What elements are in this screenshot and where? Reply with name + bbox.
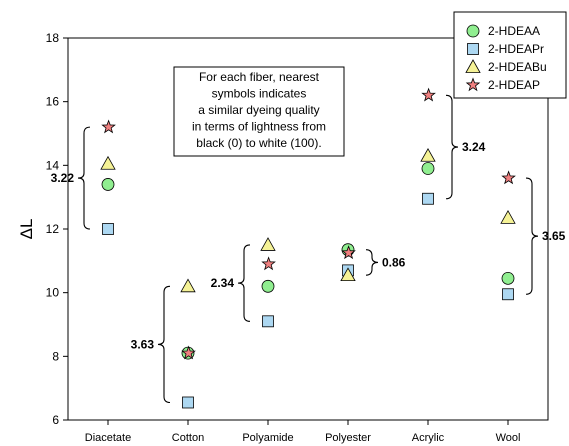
y-tick-label: 6 [52, 413, 59, 427]
data-point-circle [101, 178, 115, 191]
range-label: 3.63 [131, 337, 155, 351]
annotation-line: black (0) to white (100). [196, 136, 321, 150]
annotation-frame [173, 66, 345, 157]
data-point-star [501, 170, 516, 185]
y-tick-label: 8 [52, 349, 59, 363]
data-point-square [502, 288, 514, 301]
annotation-line: symbols indicates [212, 87, 307, 101]
range-label: 3.22 [51, 171, 75, 185]
data-point-triangle [260, 237, 276, 251]
data-point-star [181, 345, 196, 360]
data-point-triangle [340, 267, 356, 282]
y-tick-label: 18 [46, 31, 60, 45]
legend-marker [466, 24, 480, 38]
data-point-circle [501, 271, 515, 285]
range-label: 2.34 [211, 276, 235, 290]
data-point-star [341, 245, 356, 260]
x-category-label: Cotton [172, 432, 204, 444]
range-label: 0.86 [382, 255, 406, 269]
data-point-square [262, 315, 274, 328]
annotation-line: a similar dyeing quality [198, 103, 319, 117]
range-label: 3.24 [462, 140, 486, 154]
y-axis-label: ΔL [17, 219, 36, 240]
data-point-triangle [500, 210, 516, 224]
legend-label: 2-HDEABu [488, 60, 547, 74]
range-bracket [525, 177, 539, 295]
data-point-triangle [420, 147, 436, 162]
annotation-line: For each fiber, nearest [199, 70, 320, 84]
x-category-label: Acrylic [412, 432, 445, 444]
data-point-circle [421, 162, 435, 175]
legend-label: 2-HDEAP [488, 78, 540, 92]
range-bracket [365, 249, 379, 276]
y-tick-label: 14 [46, 158, 60, 172]
data-points-layer [100, 87, 516, 409]
data-point-square [422, 192, 434, 205]
x-category-label: Polyamide [242, 432, 293, 444]
annotation-box: For each fiber, nearest symbols indicates… [173, 66, 345, 157]
x-category-label: Polyester [325, 432, 371, 444]
data-point-triangle [180, 278, 196, 293]
annotation-line: in terms of lightness from [192, 120, 326, 134]
x-category-label: Wool [496, 432, 521, 444]
legend-marker [465, 59, 481, 73]
data-point-square [102, 223, 114, 235]
legend-marker [465, 77, 481, 92]
data-point-triangle [100, 155, 116, 170]
y-tick-label: 10 [46, 286, 60, 300]
data-point-square [182, 396, 194, 409]
data-point-circle [261, 279, 275, 293]
legend-label: 2-HDEAPr [488, 42, 544, 56]
y-tick-label: 12 [46, 222, 60, 236]
plot-frame-layer: 6 8 10 12 14 16 18 Diacetate Cotton Polyamide Poly… [17, 31, 549, 444]
data-point-star [421, 87, 436, 102]
legend-label: 2-HDEAA [488, 24, 540, 38]
y-tick-label: 16 [46, 95, 60, 109]
range-bracket [237, 244, 251, 322]
data-point-star [261, 256, 276, 271]
range-label: 3.65 [542, 229, 566, 243]
x-category-label: Diacetate [85, 432, 131, 444]
legend: 2-HDEAA 2-HDEAPr 2-HDEABu 2-HDEAP [453, 11, 567, 99]
range-bracket [157, 285, 171, 404]
data-point-star [101, 119, 116, 134]
range-bracket [77, 126, 91, 230]
range-bracket [445, 94, 459, 200]
legend-marker [467, 43, 479, 55]
range-brackets-layer: 3.22 3.63 2.34 0.86 3.24 3.65 [51, 94, 566, 404]
